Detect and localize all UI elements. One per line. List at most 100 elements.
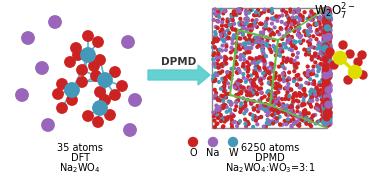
Circle shape xyxy=(213,12,216,15)
Circle shape xyxy=(259,42,262,45)
Circle shape xyxy=(263,66,266,69)
Circle shape xyxy=(238,8,241,11)
Circle shape xyxy=(323,70,329,76)
Circle shape xyxy=(220,24,223,27)
Circle shape xyxy=(221,86,224,89)
Circle shape xyxy=(221,63,223,66)
Circle shape xyxy=(213,112,216,114)
Circle shape xyxy=(322,73,328,79)
Circle shape xyxy=(249,94,251,97)
Circle shape xyxy=(110,90,120,100)
Circle shape xyxy=(212,74,215,77)
Circle shape xyxy=(264,68,267,71)
Circle shape xyxy=(286,91,289,94)
Circle shape xyxy=(323,74,326,76)
Circle shape xyxy=(325,59,331,65)
Circle shape xyxy=(307,112,310,115)
Circle shape xyxy=(226,116,229,118)
Circle shape xyxy=(212,74,215,77)
Circle shape xyxy=(248,33,250,36)
Circle shape xyxy=(322,118,328,124)
Circle shape xyxy=(237,81,240,84)
Circle shape xyxy=(294,66,297,69)
Circle shape xyxy=(245,39,248,42)
Circle shape xyxy=(77,77,87,87)
Circle shape xyxy=(246,17,249,20)
Circle shape xyxy=(287,35,290,37)
Circle shape xyxy=(212,51,215,54)
Circle shape xyxy=(217,97,220,100)
Circle shape xyxy=(218,48,221,51)
Circle shape xyxy=(290,36,293,38)
Circle shape xyxy=(243,23,246,26)
Circle shape xyxy=(222,95,225,97)
Circle shape xyxy=(248,42,250,44)
Circle shape xyxy=(325,12,331,18)
Circle shape xyxy=(260,59,263,61)
Circle shape xyxy=(308,53,310,56)
Circle shape xyxy=(257,44,260,47)
Circle shape xyxy=(250,80,253,83)
Circle shape xyxy=(220,87,222,90)
Circle shape xyxy=(236,68,239,71)
Circle shape xyxy=(265,122,268,124)
Circle shape xyxy=(222,100,225,102)
Circle shape xyxy=(304,121,307,124)
Circle shape xyxy=(261,38,263,41)
Circle shape xyxy=(243,42,245,45)
Circle shape xyxy=(322,18,328,25)
Circle shape xyxy=(303,119,305,122)
Circle shape xyxy=(325,23,332,30)
Circle shape xyxy=(105,110,115,120)
Circle shape xyxy=(246,61,248,63)
Circle shape xyxy=(253,37,256,39)
Circle shape xyxy=(237,87,239,90)
Circle shape xyxy=(242,55,245,58)
Circle shape xyxy=(323,106,329,112)
Circle shape xyxy=(325,48,332,55)
Circle shape xyxy=(287,90,289,93)
Circle shape xyxy=(309,14,311,17)
Circle shape xyxy=(235,125,239,127)
Circle shape xyxy=(228,24,231,26)
Circle shape xyxy=(218,65,221,68)
Circle shape xyxy=(278,115,281,118)
Circle shape xyxy=(270,29,273,32)
Circle shape xyxy=(318,20,320,23)
Circle shape xyxy=(262,47,264,50)
Circle shape xyxy=(298,27,301,30)
Circle shape xyxy=(326,110,332,116)
Circle shape xyxy=(287,21,290,23)
Circle shape xyxy=(249,24,251,27)
Circle shape xyxy=(312,35,315,38)
Circle shape xyxy=(239,80,242,83)
Circle shape xyxy=(268,120,271,123)
Bar xyxy=(212,8,327,128)
Circle shape xyxy=(277,15,280,18)
Circle shape xyxy=(237,8,239,11)
Circle shape xyxy=(346,50,354,58)
Circle shape xyxy=(264,110,267,113)
Circle shape xyxy=(251,39,254,42)
Circle shape xyxy=(294,62,297,65)
Circle shape xyxy=(226,74,229,77)
Circle shape xyxy=(65,83,79,97)
Circle shape xyxy=(252,83,255,86)
Circle shape xyxy=(302,88,305,91)
Circle shape xyxy=(229,71,231,74)
Circle shape xyxy=(322,91,328,96)
Circle shape xyxy=(322,66,329,73)
Circle shape xyxy=(257,110,260,113)
Circle shape xyxy=(299,78,302,81)
Circle shape xyxy=(279,51,282,54)
Circle shape xyxy=(324,56,331,63)
Circle shape xyxy=(269,62,272,65)
Circle shape xyxy=(256,57,258,60)
Circle shape xyxy=(325,112,332,119)
Circle shape xyxy=(253,107,256,110)
Circle shape xyxy=(290,49,293,52)
Circle shape xyxy=(242,97,245,100)
Circle shape xyxy=(311,115,314,118)
Circle shape xyxy=(295,66,298,69)
Circle shape xyxy=(242,73,245,75)
